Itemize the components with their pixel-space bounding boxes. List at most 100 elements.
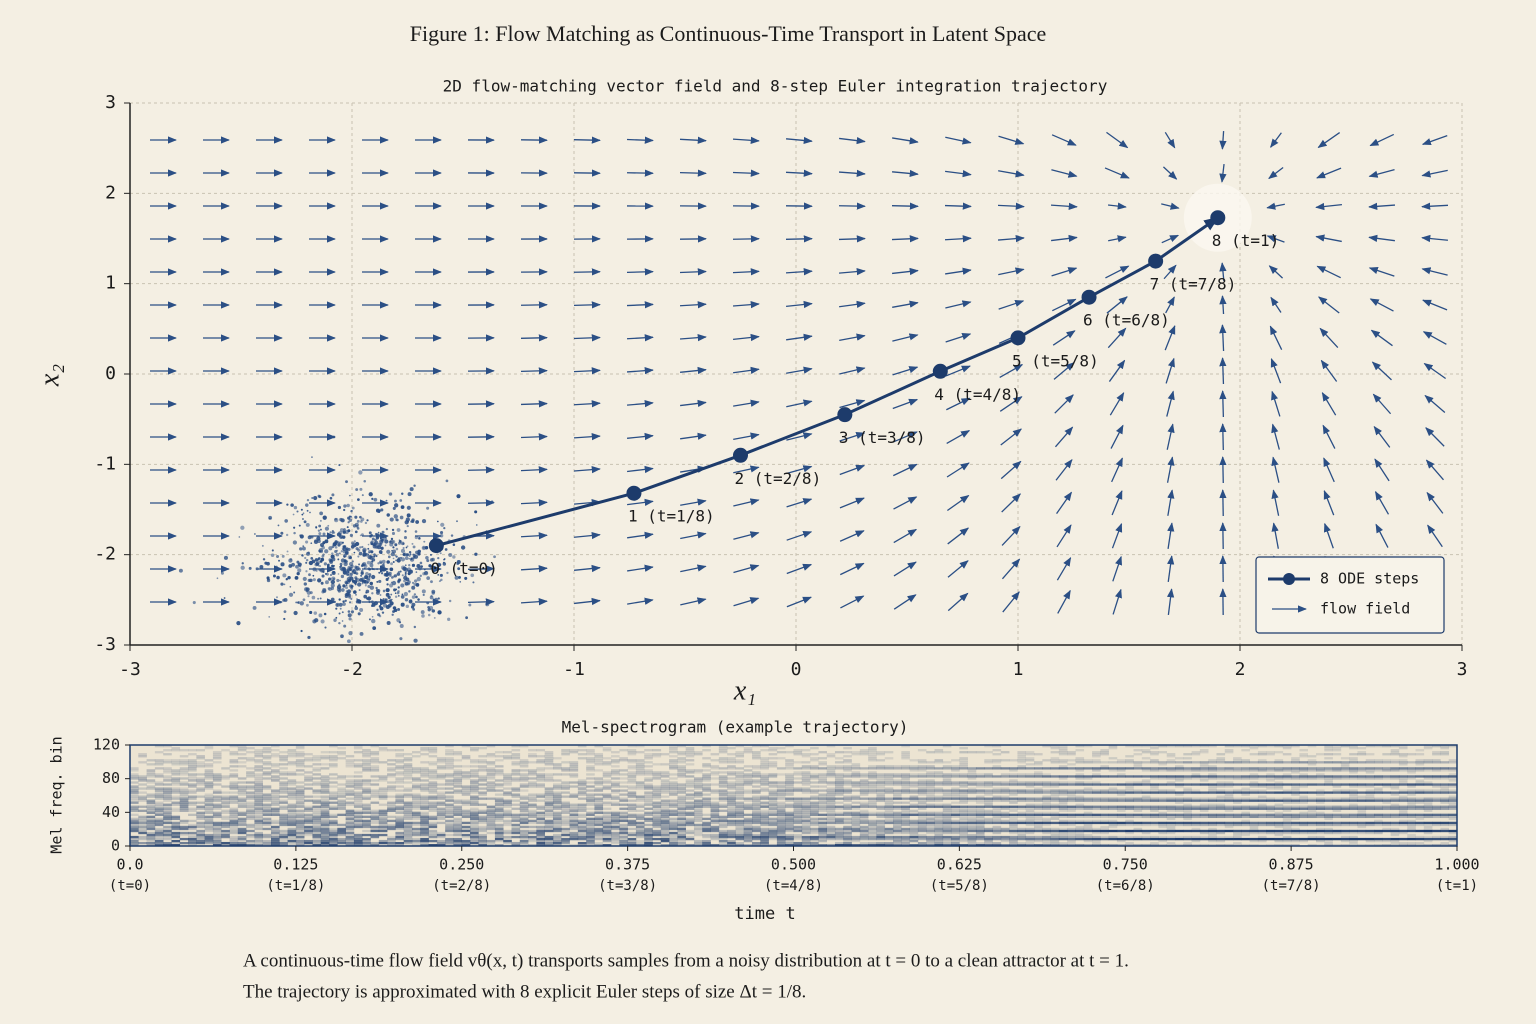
spectrogram-cell <box>826 805 836 808</box>
noise-sample <box>412 553 416 558</box>
spectrogram-cell <box>1017 843 1027 847</box>
field-arrow <box>1315 234 1342 243</box>
spectrogram-cell <box>594 757 604 760</box>
field-arrow <box>1054 394 1074 414</box>
spectrogram-cell <box>577 783 587 786</box>
spectrogram-cell <box>436 809 446 812</box>
spectrogram-cell <box>926 819 935 823</box>
spectrogram-cell <box>536 775 545 778</box>
spectrogram-cell <box>876 807 886 810</box>
noise-sample <box>382 603 388 608</box>
field-arrow <box>1107 202 1127 210</box>
spectrogram-cell <box>942 837 952 841</box>
field-arrow <box>786 563 813 575</box>
spectrogram-cell <box>984 775 993 778</box>
spectrogram-cell <box>411 799 421 802</box>
spectrogram-cell <box>445 799 454 802</box>
spectrogram-cell <box>445 807 454 810</box>
spectrogram-cell <box>229 813 239 816</box>
spectrogram-cell <box>702 803 711 806</box>
spectrogram-cell <box>909 829 919 833</box>
spectrogram-cell <box>785 835 794 839</box>
spectrogram-cell <box>834 831 844 835</box>
spectrogram-cell <box>727 831 736 835</box>
spectrogram-cell <box>992 761 1002 764</box>
spectrogram-cell <box>959 793 968 796</box>
spectrogram-cell <box>345 817 355 821</box>
spectrogram-cell <box>959 805 968 808</box>
spectrogram-cell <box>519 745 529 748</box>
spectrogram-cell <box>752 755 761 758</box>
spectrogram-cell <box>577 833 587 837</box>
noise-sample <box>378 571 381 574</box>
spectrogram-cell <box>345 785 355 788</box>
spectrogram-cell <box>810 827 819 831</box>
spectrogram-cell <box>727 767 736 770</box>
spectrogram-cell <box>801 789 811 792</box>
noise-sample <box>465 616 468 620</box>
spectrogram-cell <box>810 759 819 762</box>
spectrogram-cell <box>453 773 463 776</box>
spectrogram-cell <box>395 773 404 776</box>
spectrogram-cell <box>627 781 637 784</box>
step-point <box>1148 253 1164 269</box>
spectrogram-cell <box>743 843 753 847</box>
field-arrow <box>1052 330 1076 346</box>
spectrogram-cell <box>569 809 579 812</box>
spectrogram-cell <box>801 827 811 831</box>
field-arrow <box>1270 357 1282 384</box>
spectrogram-cell <box>743 839 753 843</box>
spectrogram-cell <box>519 821 529 825</box>
spectrogram-cell <box>693 777 703 780</box>
spectrogram-cell <box>362 839 371 843</box>
noise-sample <box>396 572 401 576</box>
spectrogram-cell <box>752 801 761 804</box>
field-arrow <box>999 364 1024 378</box>
spectrogram-cell <box>577 785 587 788</box>
spectrogram-cell <box>486 753 496 756</box>
spectrogram-cell <box>130 823 139 827</box>
noise-sample <box>379 594 382 596</box>
field-arrow <box>891 202 919 210</box>
step-point <box>733 447 748 463</box>
spectrogram-cell <box>893 805 902 808</box>
noise-sample <box>400 583 405 588</box>
spectrogram-cell <box>204 833 214 837</box>
spectrogram-cell <box>312 837 322 841</box>
spectrogram-cell <box>387 843 396 847</box>
noise-sample <box>305 522 310 527</box>
spectrogram-cell <box>320 819 330 823</box>
field-arrow <box>947 527 970 545</box>
spectrogram-cell <box>801 775 811 778</box>
noise-sample <box>448 599 452 603</box>
spectrogram-cell <box>279 807 288 810</box>
spectrogram-cell <box>154 781 164 784</box>
spectrogram-cell <box>917 823 927 827</box>
spectrogram-cell <box>901 823 910 827</box>
spectrogram-cell <box>262 827 272 831</box>
spectrogram-cell <box>893 791 902 794</box>
noise-sample <box>437 597 440 600</box>
spectrogram-cell <box>196 805 205 808</box>
spectrogram-cell <box>486 755 496 758</box>
spectrogram-cell <box>735 803 745 806</box>
spectrogram-cell <box>884 797 894 800</box>
spectrogram-cell <box>934 797 944 800</box>
spectrogram-cell <box>743 797 753 800</box>
spectrogram-cell <box>428 781 438 784</box>
spectrogram-cell <box>776 819 786 823</box>
spectrogram-cell <box>362 809 371 812</box>
spectrogram-cell <box>942 773 952 776</box>
spectrogram-cell <box>561 837 570 841</box>
spectrogram-cell <box>528 825 537 829</box>
spectrogram-cell <box>594 789 604 792</box>
spectrogram-cell <box>735 755 745 758</box>
spectrogram-cell <box>702 801 711 804</box>
field-arrow <box>1053 362 1075 380</box>
spectrogram-cell <box>975 819 985 823</box>
field-arrow <box>1051 169 1078 178</box>
field-arrow <box>1374 490 1390 515</box>
noise-sample <box>386 593 390 596</box>
spectrogram-cell <box>403 837 413 841</box>
field-arrow <box>1056 524 1072 548</box>
